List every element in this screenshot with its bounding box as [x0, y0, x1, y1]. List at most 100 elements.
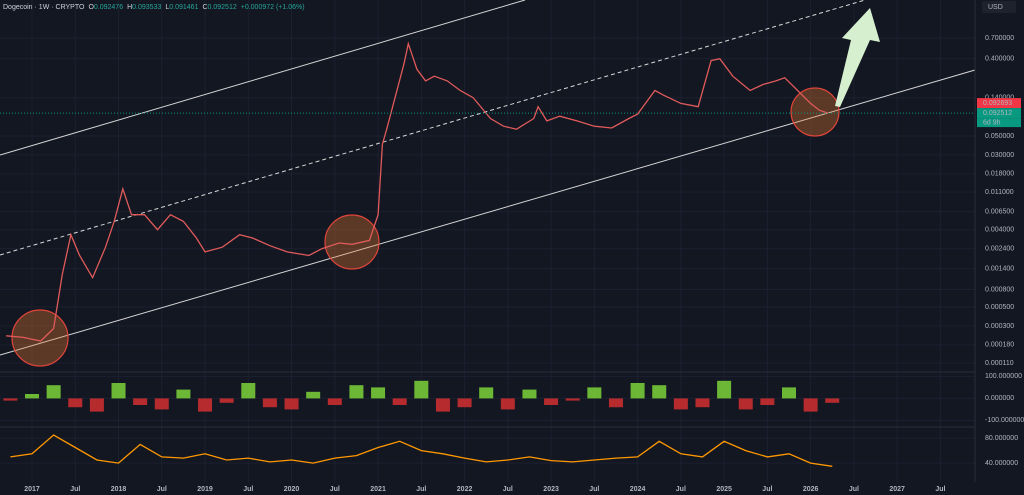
y-tick-label: 0.700000	[985, 35, 1014, 42]
y-tick-label: 0.030000	[985, 152, 1014, 159]
price-tag	[977, 98, 1021, 109]
labels-layer: 2017 Jul 2018 Jul 2019 Jul 2020 Jul 2021 Jul 2022 J…	[24, 35, 1024, 493]
histogram-bar	[500, 398, 515, 410]
price-tag-label: 0.092693	[983, 100, 1012, 107]
y-tick-label: 0.001400	[985, 266, 1014, 273]
x-tick-label: 2027	[889, 486, 905, 493]
y-tick-label: 0.400000	[985, 56, 1014, 63]
highlight-circle	[790, 87, 840, 137]
x-tick-label: Jul	[416, 486, 426, 493]
price-tag-label: 0.092512	[983, 110, 1012, 117]
histogram-bar	[479, 387, 494, 399]
x-tick-label: 2021	[370, 486, 386, 493]
y-tick-label: 0.000000	[985, 395, 1014, 402]
y-tick-label: 0.000500	[985, 304, 1014, 311]
highlight-circle	[11, 309, 69, 367]
histogram-bar	[414, 380, 429, 399]
x-tick-label: 2026	[803, 486, 819, 493]
histogram-bar	[652, 385, 667, 399]
histogram-bar	[176, 389, 191, 399]
countdown: 6d 9h	[983, 119, 1001, 126]
histogram-bar	[738, 398, 753, 410]
ohlc-key: O	[88, 4, 94, 11]
histogram-bar	[760, 398, 775, 405]
price-line	[6, 41, 829, 342]
histogram-bar	[717, 380, 732, 399]
highlight-circle	[324, 214, 380, 270]
histogram-bar	[133, 398, 148, 405]
x-tick-label: 2017	[24, 486, 40, 493]
x-tick-label: Jul	[243, 486, 253, 493]
histogram-bar	[825, 398, 840, 403]
histogram-bar	[457, 398, 472, 408]
channel-upper	[0, 0, 526, 156]
histogram-bar	[695, 398, 710, 408]
histogram-bar	[111, 383, 126, 399]
x-tick-label: Jul	[935, 486, 945, 493]
histogram-bar	[327, 398, 342, 405]
histogram-bar	[25, 394, 40, 399]
histogram-bar	[803, 398, 818, 412]
x-tick-label: 2025	[716, 486, 732, 493]
histogram-bar	[3, 398, 18, 401]
y-tick-label: 0.002400	[985, 246, 1014, 253]
x-tick-label: Jul	[330, 486, 340, 493]
y-tick-label: 0.140000	[985, 95, 1014, 102]
y-tick-label: 80.000000	[985, 435, 1018, 442]
countdown-box	[977, 118, 1021, 128]
histogram-bar	[544, 398, 559, 405]
histogram-bar	[154, 398, 169, 410]
legend-header: Dogecoin · 1W · CRYPTO O0.092476 H0.093533…	[3, 4, 305, 11]
x-tick-label: Jul	[589, 486, 599, 493]
histogram-bar	[673, 398, 688, 410]
y-tick-label: 0.018000	[985, 171, 1014, 178]
histogram-bar	[262, 398, 277, 408]
y-tick-label: 0.050000	[985, 133, 1014, 140]
x-tick-label: 2019	[197, 486, 213, 493]
change: +0.000972 (+1.06%)	[241, 4, 305, 11]
ohlc-key: H	[127, 4, 132, 11]
y-tick-label: 0.004000	[985, 227, 1014, 234]
histogram-bar	[587, 387, 602, 399]
histogram-bar	[565, 398, 580, 401]
currency: USD	[988, 4, 1003, 11]
y-tick-label: 40.000000	[985, 460, 1018, 467]
x-tick-label: Jul	[849, 486, 859, 493]
channel-mid	[0, 0, 866, 256]
histogram-bar	[241, 383, 256, 399]
x-tick-label: Jul	[70, 486, 80, 493]
histogram-bar	[89, 398, 104, 412]
marks-layer	[0, 41, 975, 467]
x-tick-label: Jul	[503, 486, 513, 493]
drawings	[0, 0, 976, 482]
histogram-bar	[198, 398, 213, 412]
currency-box	[982, 1, 1016, 13]
histogram-bar	[68, 398, 83, 408]
histogram-bar	[349, 385, 364, 399]
histogram-bar	[371, 387, 386, 399]
x-tick-label: Jul	[676, 486, 686, 493]
x-tick-label: 2018	[111, 486, 127, 493]
histogram-bar	[46, 385, 61, 399]
ohlc-value: 0.092476	[94, 4, 123, 11]
y-tick-label: 0.000180	[985, 342, 1014, 349]
x-tick-label: 2024	[630, 486, 646, 493]
x-tick-label: Jul	[762, 486, 772, 493]
price-tag	[977, 108, 1021, 119]
ohlc-key: L	[165, 4, 169, 11]
y-tick-label: 0.006500	[985, 209, 1014, 216]
ohlc-value: 0.093533	[132, 4, 161, 11]
histogram-bar	[781, 387, 796, 399]
ohlc-key: C	[202, 4, 207, 11]
histogram-bar	[219, 398, 234, 403]
histogram-bar	[630, 383, 645, 399]
x-tick-label: 2023	[543, 486, 559, 493]
histogram-bar	[284, 398, 299, 410]
y-tick-label: 0.000300	[985, 323, 1014, 330]
y-tick-label: 100.000000	[985, 373, 1022, 380]
y-tick-label: -100.000000	[985, 417, 1024, 424]
histogram-bar	[608, 398, 623, 408]
